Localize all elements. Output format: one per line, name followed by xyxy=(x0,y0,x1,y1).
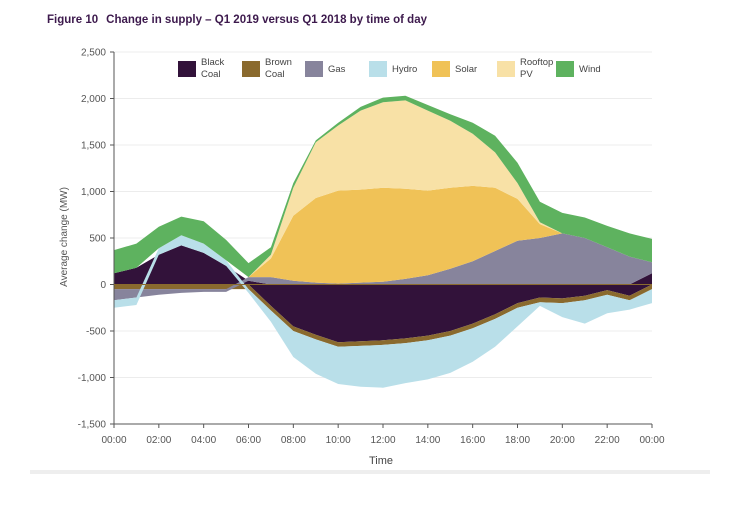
area-hydro xyxy=(114,235,652,388)
legend-label: Coal xyxy=(201,69,221,80)
legend-label: Brown xyxy=(265,57,292,68)
legend-item: Solar xyxy=(432,61,477,77)
legend-label: Hydro xyxy=(392,64,417,75)
legend-swatch xyxy=(242,61,260,77)
x-tick-label: 22:00 xyxy=(595,435,620,446)
legend-label: Wind xyxy=(579,64,601,75)
legend-label: Gas xyxy=(328,64,346,75)
x-tick-label: 18:00 xyxy=(505,435,530,446)
x-tick-label: 12:00 xyxy=(370,435,395,446)
area-black-coal xyxy=(114,245,652,343)
legend-item: Wind xyxy=(556,61,601,77)
x-tick-label: 04:00 xyxy=(191,435,216,446)
y-tick-label: 2,500 xyxy=(81,48,106,59)
y-tick-label: 1,000 xyxy=(81,187,106,198)
legend-label: PV xyxy=(520,69,533,80)
legend-swatch xyxy=(432,61,450,77)
x-tick-labels: 00:00 02:00 04:00 06:00 08:00 10:00 12:00 14:00… xyxy=(101,435,664,446)
y-tick-label: -1,000 xyxy=(78,373,107,384)
y-tick-label: 2,000 xyxy=(81,94,106,105)
x-tick-label: 10:00 xyxy=(326,435,351,446)
x-tick-label: 08:00 xyxy=(281,435,306,446)
y-tick-label: -500 xyxy=(86,327,106,338)
figure-title-text: Change in supply – Q1 2019 versus Q1 201… xyxy=(106,14,427,26)
y-tick-label: -1,500 xyxy=(78,420,107,431)
legend-item: Gas xyxy=(305,61,346,77)
legend-label: Rooftop xyxy=(520,57,553,68)
legend-swatch xyxy=(369,61,387,77)
x-tick-label: 00:00 xyxy=(101,435,126,446)
area-gas xyxy=(114,233,652,301)
area-solar xyxy=(114,185,652,284)
legend-label: Coal xyxy=(265,69,285,80)
bottom-divider xyxy=(30,470,710,474)
legend-swatch xyxy=(305,61,323,77)
y-tick-label: 1,500 xyxy=(81,141,106,152)
x-tick-label: 14:00 xyxy=(415,435,440,446)
axes xyxy=(110,51,653,428)
y-axis-label: Average change (MW) xyxy=(59,187,70,287)
area-rooftop-pv xyxy=(114,100,652,278)
x-tick-label: 16:00 xyxy=(460,435,485,446)
legend-label: Black xyxy=(201,57,224,68)
legend-label: Solar xyxy=(455,64,477,75)
x-tick-label: 20:00 xyxy=(550,435,575,446)
legend-swatch xyxy=(178,61,196,77)
legend-swatch xyxy=(556,61,574,77)
y-tick-label: 0 xyxy=(100,280,106,291)
figure-title: Figure 10 Change in supply – Q1 2019 vers… xyxy=(47,14,427,26)
x-axis-label: Time xyxy=(369,455,393,467)
x-tick-label: 06:00 xyxy=(236,435,261,446)
x-tick-label: 00:00 xyxy=(639,435,664,446)
area-chart: 2,500 2,000 1,500 1,000 500 0 -500 -1,000 -1,500… xyxy=(59,48,665,468)
y-tick-label: 500 xyxy=(89,234,106,245)
y-tick-labels: 2,500 2,000 1,500 1,000 500 0 -500 -1,000 -1,500 xyxy=(78,48,107,431)
x-tick-label: 02:00 xyxy=(146,435,171,446)
legend-swatch xyxy=(497,61,515,77)
area-series xyxy=(114,95,652,388)
figure-number: Figure 10 xyxy=(47,14,99,26)
legend-item: Hydro xyxy=(369,61,417,77)
